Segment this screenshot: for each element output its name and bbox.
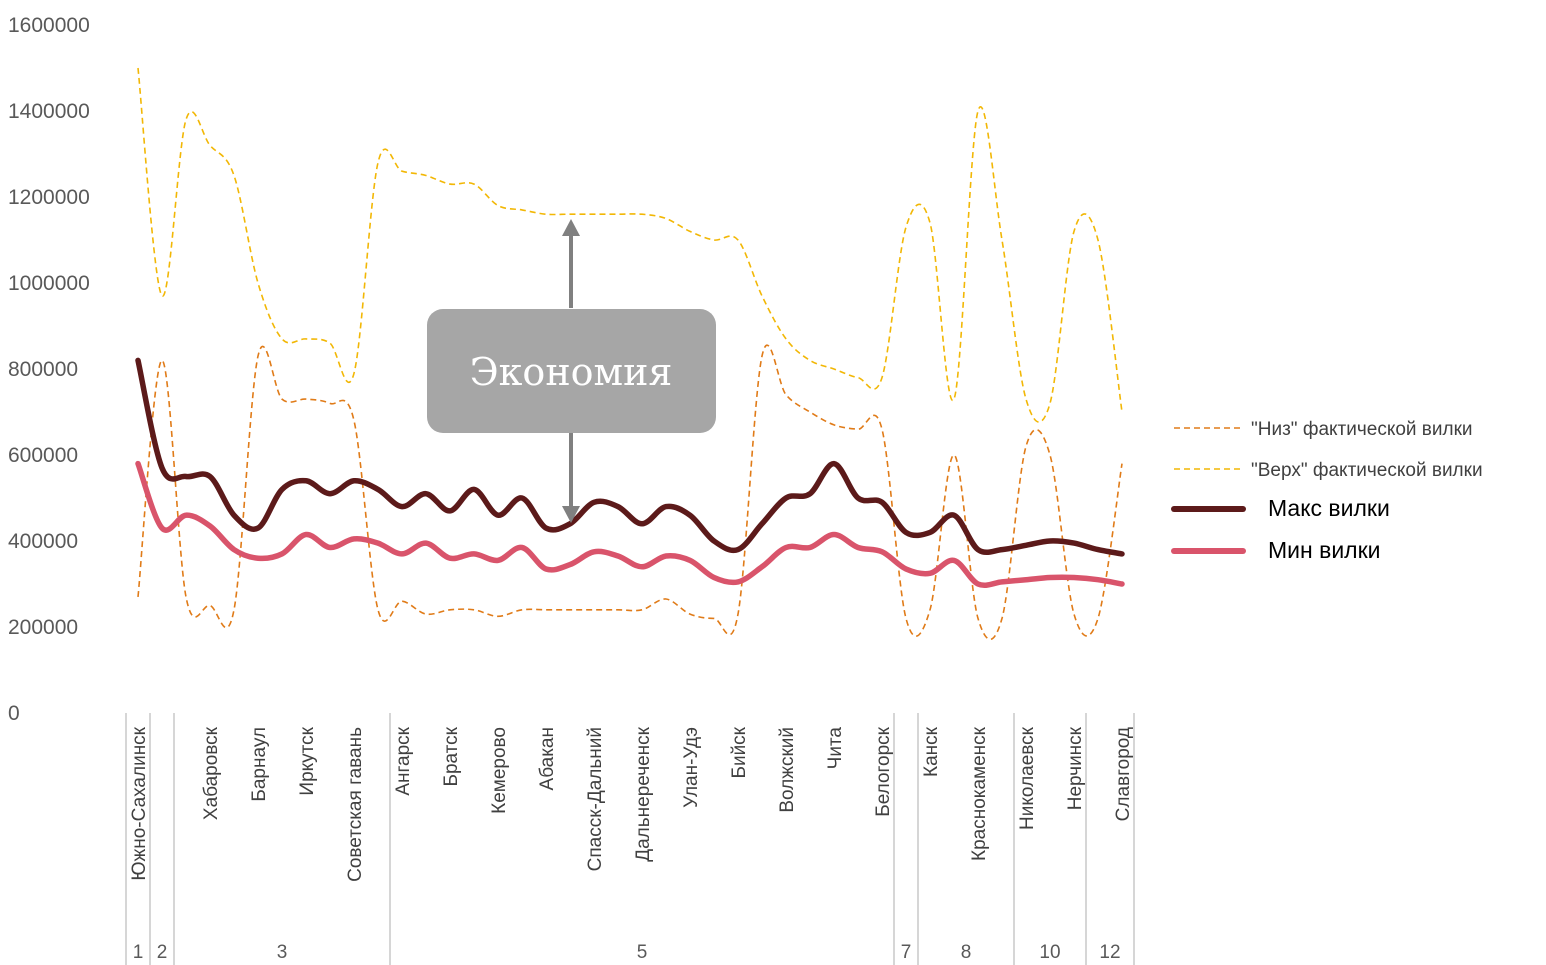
y-tick-label: 800000: [8, 358, 78, 381]
legend-label-0: "Низ" фактической вилки: [1251, 419, 1473, 440]
x-tick-label: Канск: [921, 726, 942, 777]
group-label: 2: [157, 942, 168, 963]
x-tick-label: Иркутск: [297, 726, 318, 795]
x-tick-label: Нерчинск: [1065, 726, 1086, 810]
group-label: 5: [637, 942, 648, 963]
annotation-label: Экономия: [470, 350, 673, 394]
series-line-1: [137, 67, 1123, 423]
series-layer: [135, 67, 1125, 640]
series-line-3: [135, 460, 1125, 589]
y-axis: 0 200000 400000 600000 800000 1000000 1200000 1…: [8, 14, 90, 725]
legend: "Низ" фактической вилки "Верх" фактическо…: [1171, 419, 1483, 563]
group-label: 8: [961, 942, 972, 963]
x-tick-label: Бийск: [729, 726, 750, 778]
legend-label-2: Макс вилки: [1268, 495, 1390, 521]
annotation-box: [427, 309, 716, 433]
x-tick-label: Дальнереченск: [633, 726, 654, 861]
y-tick-label: 400000: [8, 530, 78, 553]
arrow-up-head: [562, 219, 580, 236]
savings-annotation: Экономия: [427, 219, 716, 523]
arrow-down-head: [562, 506, 580, 523]
x-tick-label: Ангарск: [393, 726, 414, 795]
x-tick-label: Кемерово: [489, 727, 510, 814]
y-tick-label: 1000000: [8, 272, 90, 295]
x-axis: Южно-Сахалинск Хабаровск Барнаул Иркутск Сов…: [125, 713, 1135, 965]
x-tick-label: Южно-Сахалинск: [129, 726, 150, 880]
y-tick-label: 0: [8, 702, 20, 725]
x-tick-label: Хабаровск: [201, 726, 222, 820]
x-tick-label: Улан-Удэ: [681, 727, 702, 808]
group-label: 7: [901, 942, 912, 963]
x-tick-label: Чита: [825, 727, 846, 770]
group-label: 3: [277, 942, 288, 963]
x-tick-label: Славгород: [1113, 727, 1134, 821]
x-tick-label: Краснокаменск: [969, 726, 990, 861]
x-tick-label: Николаевск: [1017, 726, 1038, 830]
x-tick-label: Барнаул: [249, 727, 270, 802]
x-tick-label: Братск: [441, 726, 462, 786]
legend-label-3: Мин вилки: [1268, 537, 1381, 563]
x-tick-label: Волжский: [777, 727, 798, 813]
legend-label-1: "Верх" фактической вилки: [1251, 460, 1483, 481]
group-label: 12: [1099, 942, 1120, 963]
x-tick-label: Абакан: [537, 727, 558, 790]
y-tick-label: 1600000: [8, 14, 90, 37]
group-label: 10: [1039, 942, 1060, 963]
x-tick-label: Советская гавань: [345, 727, 366, 882]
series-line-2: [135, 357, 1125, 557]
x-tick-label: Спасск-Дальний: [585, 727, 606, 871]
y-tick-label: 200000: [8, 616, 78, 639]
y-tick-label: 1200000: [8, 186, 90, 209]
y-tick-label: 600000: [8, 444, 78, 467]
y-tick-label: 1400000: [8, 100, 90, 123]
series-line-0: [137, 344, 1123, 640]
group-label: 1: [133, 942, 144, 963]
x-tick-label: Белогорск: [873, 726, 894, 816]
